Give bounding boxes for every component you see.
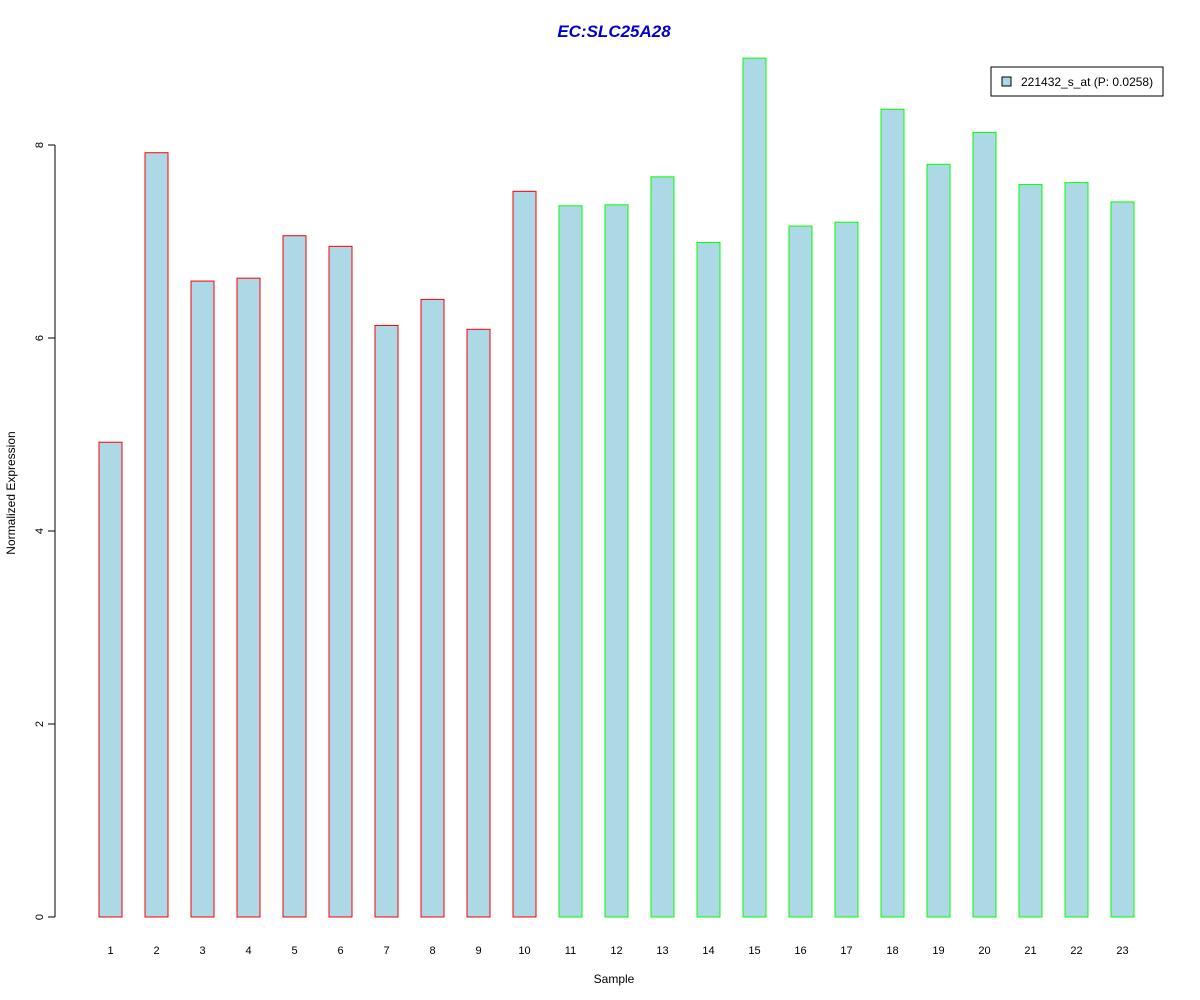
x-tick-label: 21 [1024,945,1036,957]
y-tick-label: 8 [34,142,46,148]
x-tick-label: 6 [337,945,343,957]
x-tick-label: 2 [153,945,159,957]
bar-sample-16 [788,225,813,918]
chart-title: EC:SLC25A28 [557,22,671,41]
bar-sample-14 [696,241,721,918]
bar-sample-17 [834,221,859,918]
bar-sample-8 [420,298,445,918]
bar-sample-12 [604,204,629,918]
y-tick-label: 0 [34,914,46,920]
bar-sample-20 [972,131,997,918]
bar-sample-22 [1064,182,1089,918]
x-tick-label: 5 [291,945,297,957]
bar-sample-1 [98,441,123,918]
bars-group [98,57,1135,918]
x-tick-label: 8 [429,945,435,957]
x-tick-label: 18 [886,945,898,957]
y-tick-label: 2 [34,721,46,727]
x-tick-label: 11 [565,945,576,957]
bar-sample-2 [144,152,169,918]
x-tick-label: 23 [1116,945,1128,957]
bar-sample-5 [282,235,307,918]
x-tick-labels: 1 2 3 4 5 6 7 8 9 10 11 12 13 14 15 16 17 18 19 20 21 22 23 [107,945,1128,957]
x-tick-label: 19 [932,945,944,957]
x-tick-label: 9 [475,945,481,957]
bar-sample-15 [742,57,767,918]
bar-sample-4 [236,277,261,918]
bar-sample-3 [190,280,215,918]
x-axis-label: Sample [594,972,635,986]
bar-sample-10 [512,190,537,918]
legend: 221432_s_at (P: 0.0258) [990,66,1164,97]
x-tick-label: 1 [107,945,113,957]
y-axis-label: Normalized Expression [4,431,18,554]
bar-sample-11 [558,205,583,918]
bar-sample-7 [374,324,399,918]
x-tick-label: 17 [840,945,852,957]
x-tick-label: 22 [1070,945,1082,957]
y-tick-label: 4 [34,528,46,534]
bar-sample-18 [880,108,905,918]
x-tick-label: 15 [748,945,760,957]
bar-sample-9 [466,328,491,918]
x-tick-label: 12 [610,945,622,957]
x-tick-label: 10 [518,945,530,957]
x-tick-label: 14 [702,945,714,957]
legend-swatch [1001,76,1012,87]
x-tick-label: 7 [383,945,389,957]
bar-sample-19 [926,163,951,918]
x-tick-label: 16 [794,945,806,957]
legend-series-label: 221432_s_at (P: 0.0258) [1021,75,1153,89]
bar-sample-13 [650,176,675,918]
x-tick-label: 20 [978,945,990,957]
x-tick-label: 3 [199,945,205,957]
x-tick-label: 4 [245,945,251,957]
bar-sample-21 [1018,184,1043,918]
legend-box [990,66,1164,97]
y-axis: 0 2 4 6 8 [34,142,56,920]
y-tick-label: 6 [34,335,46,341]
bar-sample-23 [1110,201,1135,918]
bar-sample-6 [328,245,353,918]
x-tick-label: 13 [656,945,668,957]
